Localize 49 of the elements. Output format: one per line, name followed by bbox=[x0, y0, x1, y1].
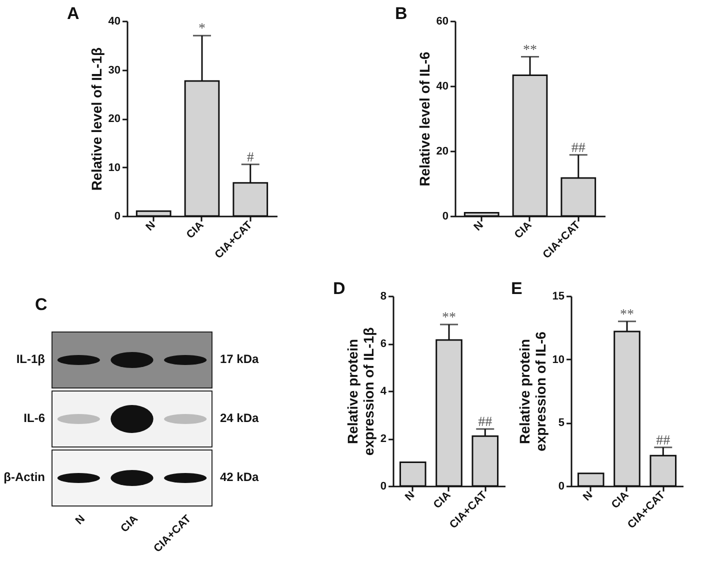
y-tick-label: 6 bbox=[380, 338, 386, 350]
chart-title: D bbox=[333, 279, 346, 298]
category-label: 24 kDa bbox=[220, 411, 259, 425]
y-tick-label: 20 bbox=[436, 146, 448, 158]
y-axis-title: Relative level of IL-6 bbox=[416, 51, 432, 186]
chart-title: B bbox=[395, 4, 408, 23]
y-tick-label: 30 bbox=[108, 64, 120, 76]
y-tick-label: 8 bbox=[380, 290, 386, 302]
chart-title: E bbox=[511, 279, 522, 298]
annotation: # bbox=[246, 150, 254, 166]
y-tick-label: 20 bbox=[108, 113, 120, 125]
category-label: IL-6 bbox=[24, 411, 45, 425]
y-tick-label: 10 bbox=[108, 162, 120, 174]
y-tick-label: 0 bbox=[442, 210, 448, 222]
y-tick-label: 2 bbox=[380, 433, 386, 445]
annotation: * bbox=[198, 22, 206, 37]
annotation: ** bbox=[442, 310, 456, 326]
y-tick-label: 5 bbox=[558, 417, 564, 430]
y-tick-label: 0 bbox=[114, 210, 120, 222]
annotation: ## bbox=[656, 433, 670, 448]
text: C bbox=[35, 295, 48, 315]
annotation: ** bbox=[523, 42, 537, 58]
category-label: 42 kDa bbox=[220, 470, 259, 484]
x-tick-label: CIA bbox=[184, 219, 206, 242]
y-tick-label: 60 bbox=[436, 16, 448, 28]
annotation: ## bbox=[571, 140, 586, 156]
y-tick-label: 0 bbox=[380, 480, 386, 492]
y-axis-title: Relative protein expression of IL-1β bbox=[344, 326, 376, 456]
category-label: 17 kDa bbox=[220, 352, 259, 366]
y-tick-label: 0 bbox=[558, 480, 564, 492]
chart-title: A bbox=[67, 4, 80, 23]
y-tick-label: 40 bbox=[108, 16, 120, 28]
x-tick-label: CIA bbox=[431, 489, 454, 512]
x-tick-label: N bbox=[403, 489, 418, 504]
y-axis-title: Relative protein expression of IL-6 bbox=[516, 331, 548, 452]
category-label: β-Actin bbox=[4, 470, 45, 484]
x-tick-label: N bbox=[144, 219, 158, 234]
x-tick-label: CIA bbox=[609, 489, 632, 512]
x-tick-label: CIA bbox=[512, 219, 534, 242]
x-tick-label: N bbox=[472, 219, 486, 234]
y-tick-label: 15 bbox=[552, 290, 564, 302]
annotation: ## bbox=[478, 415, 492, 430]
y-tick-label: 10 bbox=[552, 354, 564, 366]
annotation: ** bbox=[620, 307, 634, 322]
y-tick-label: 4 bbox=[380, 386, 388, 398]
x-tick-label: N bbox=[581, 489, 596, 504]
category-label: IL-1β bbox=[16, 352, 45, 366]
y-axis-title: Relative level of IL-1β bbox=[88, 46, 104, 191]
y-tick-label: 40 bbox=[436, 80, 448, 92]
